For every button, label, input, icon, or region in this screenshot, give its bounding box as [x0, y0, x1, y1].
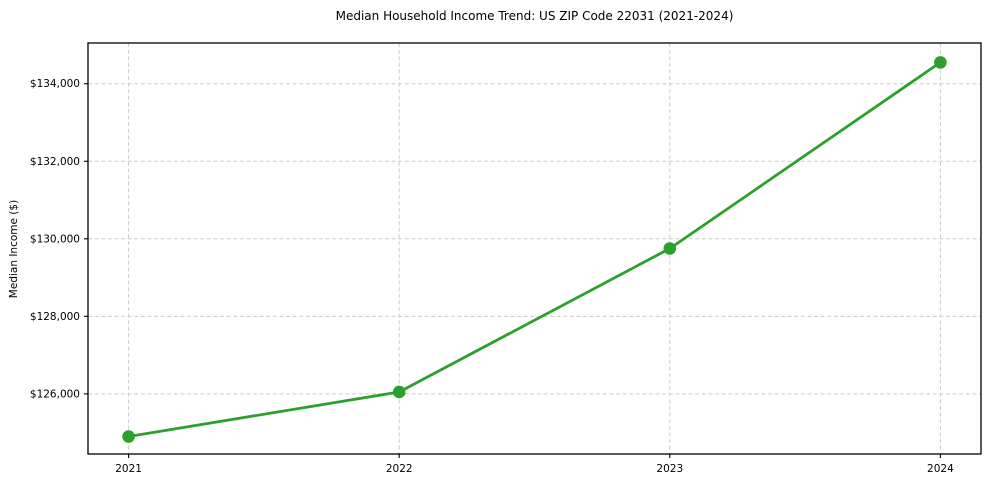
y-tick-label: $128,000: [30, 311, 80, 323]
y-tick-label: $130,000: [30, 233, 80, 245]
chart-title: Median Household Income Trend: US ZIP Co…: [335, 9, 734, 23]
x-tick-label: 2024: [927, 463, 954, 475]
x-tick-label: 2022: [386, 463, 413, 475]
y-tick-label: $132,000: [30, 156, 80, 168]
data-point: [122, 430, 135, 443]
trend-line: [127, 60, 942, 438]
x-tick-label: 2021: [115, 463, 142, 475]
y-tick-label: $134,000: [30, 78, 80, 90]
data-point: [934, 56, 947, 69]
x-tick-label: 2023: [656, 463, 683, 475]
plot-border: [87, 42, 982, 455]
data-point: [392, 385, 406, 399]
data-point: [663, 242, 677, 255]
y-tick-label: $126,000: [30, 388, 80, 400]
